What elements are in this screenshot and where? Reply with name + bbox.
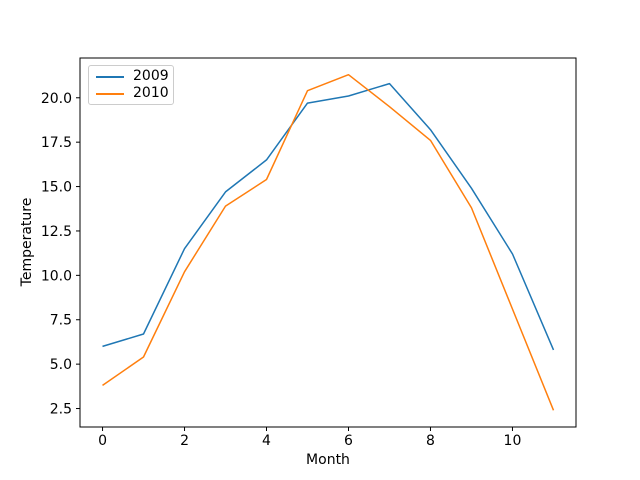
x-tick-label: 6 <box>344 433 353 449</box>
legend-line-sample-2009 <box>96 75 124 78</box>
x-tick-label: 10 <box>504 433 522 449</box>
y-tick-label: 20.0 <box>41 91 72 107</box>
y-tick-label: 10.0 <box>41 268 72 284</box>
y-axis-title: Temperature <box>19 197 35 287</box>
y-tick-label: 7.5 <box>50 313 72 329</box>
x-axis-title: Month <box>306 452 350 468</box>
y-tick-label: 15.0 <box>41 180 72 196</box>
y-tick-label: 12.5 <box>41 224 72 240</box>
legend-label-2010: 2010 <box>133 85 169 101</box>
legend-label-2009: 2009 <box>133 68 169 84</box>
data-series-lines <box>102 73 555 411</box>
x-tick-label: 0 <box>98 433 107 449</box>
x-tick-label: 4 <box>262 433 271 449</box>
y-axis-ticks: 2.5 5.0 7.5 10.0 12.5 15.0 17.5 20.0 <box>41 91 80 418</box>
legend-entry-2009: 2009 <box>89 68 173 85</box>
series-line-2010 <box>102 73 555 411</box>
x-axis-ticks: 0 2 4 6 8 10 <box>98 427 521 449</box>
legend-entry-2010: 2010 <box>89 85 173 102</box>
x-tick-label: 8 <box>426 433 435 449</box>
plot-area-border <box>79 57 577 428</box>
legend-line-sample-2010 <box>96 92 124 95</box>
series-line-2009 <box>102 82 555 351</box>
y-tick-label: 17.5 <box>41 135 72 151</box>
x-tick-label: 2 <box>180 433 189 449</box>
y-tick-label: 2.5 <box>50 402 72 418</box>
y-tick-label: 5.0 <box>50 357 72 373</box>
legend-box: 2009 2010 <box>88 65 174 105</box>
